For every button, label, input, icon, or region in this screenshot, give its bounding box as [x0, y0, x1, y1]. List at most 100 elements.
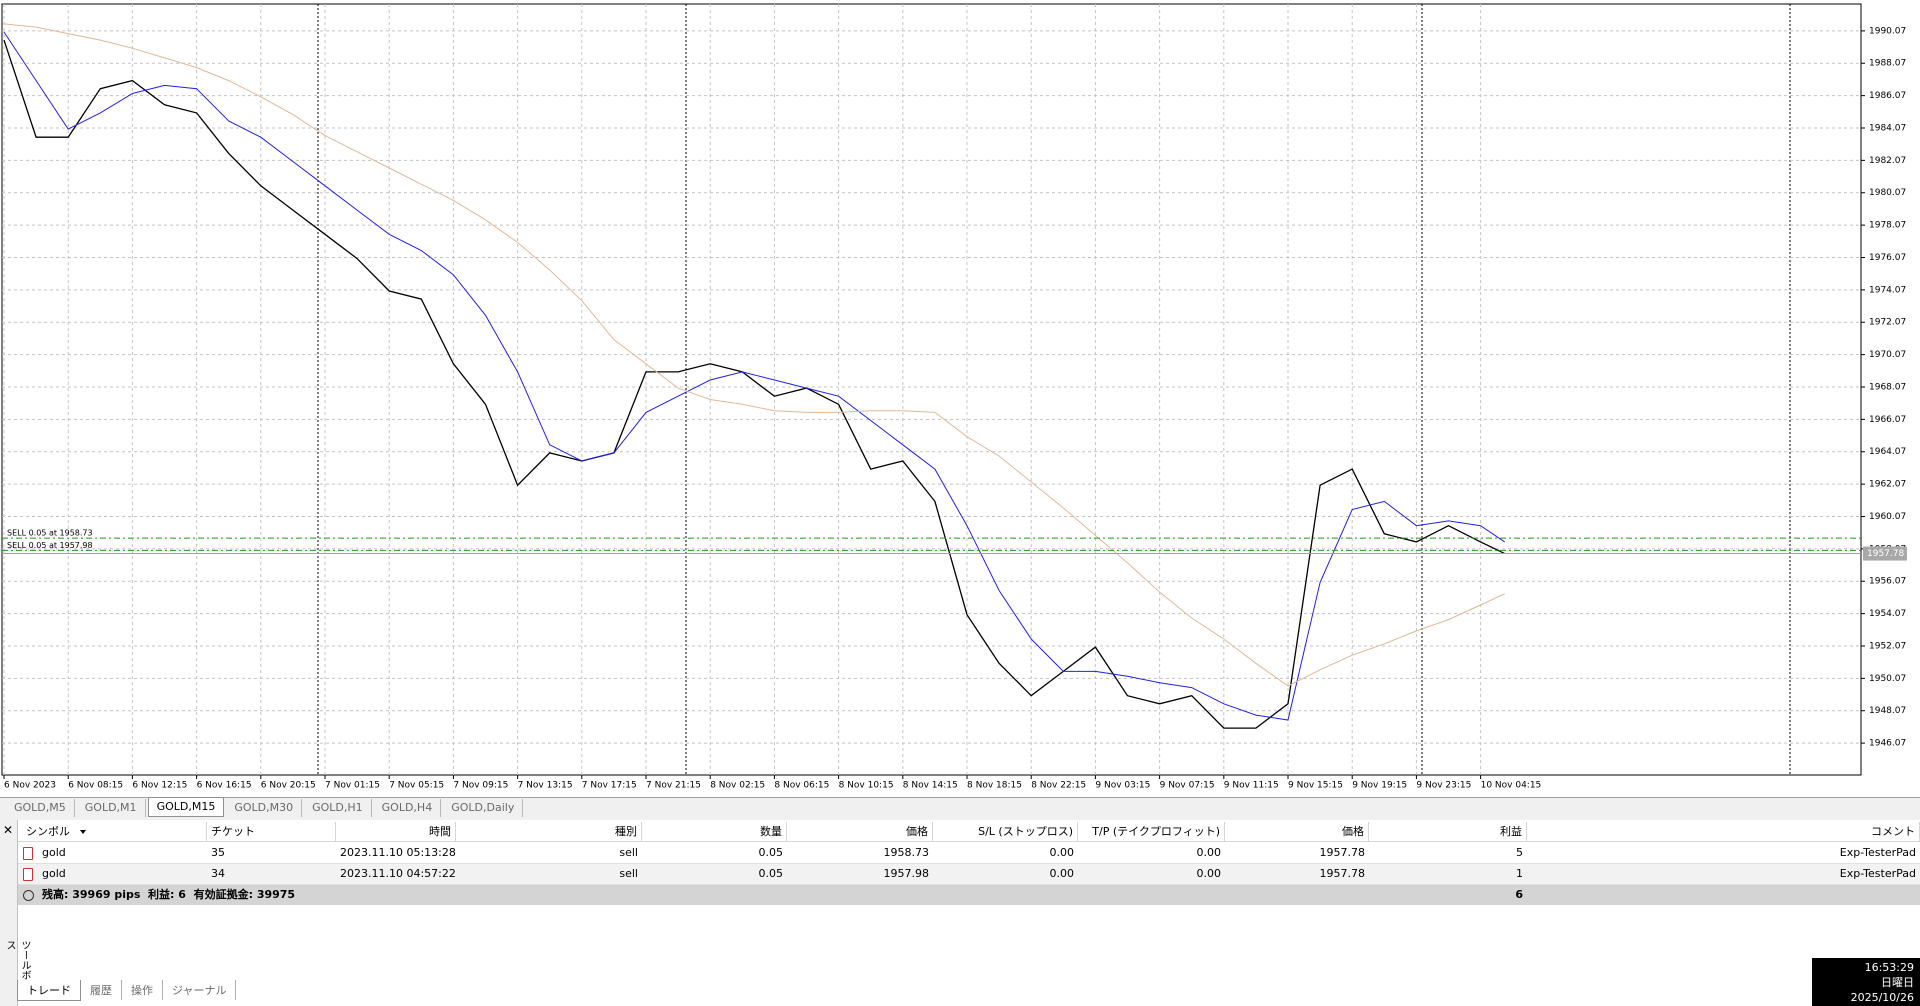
x-tick-label: 7 Nov 17:15: [582, 781, 637, 791]
x-tick-label: 8 Nov 06:15: [774, 781, 829, 791]
y-tick-label: 1968.07: [1869, 382, 1906, 392]
x-tick-label: 8 Nov 10:15: [839, 781, 894, 791]
table-cell: 34: [211, 867, 225, 880]
column-header[interactable]: S/L (ストップロス): [933, 822, 1078, 842]
x-tick-label: 6 Nov 16:15: [197, 781, 252, 791]
x-tick-label: 7 Nov 21:15: [646, 781, 701, 791]
table-cell: 1: [1516, 867, 1523, 880]
column-header[interactable]: 種別: [456, 822, 642, 842]
summary-text: 残高: 39969 pips 利益: 6 有効証拠金: 39975: [42, 888, 296, 901]
x-tick-label: 6 Nov 20:15: [261, 781, 316, 791]
x-tick-label: 9 Nov 15:15: [1288, 781, 1343, 791]
y-tick-label: 1956.07: [1869, 577, 1906, 587]
y-tick-label: 1984.07: [1869, 123, 1906, 133]
x-tick-label: 9 Nov 07:15: [1160, 781, 1215, 791]
table-cell: 2023.11.10 04:57:22: [340, 867, 456, 880]
toolbox-tab[interactable]: 履歴: [81, 980, 122, 1000]
table-cell: gold: [42, 867, 66, 880]
y-tick-label: 1960.07: [1869, 512, 1906, 522]
y-tick-label: 1976.07: [1869, 253, 1906, 263]
clock: 16:53:29 日曜日 2025/10/26: [1812, 958, 1920, 1006]
price-line: [3, 39, 1505, 729]
clock-time: 16:53:29: [1864, 961, 1914, 974]
price-tag-label: 1957.78: [1867, 549, 1904, 559]
plot-frame: [1, 3, 1862, 776]
y-tick-label: 1954.07: [1869, 609, 1906, 619]
table-cell: 1957.98: [883, 867, 930, 880]
x-tick-label: 8 Nov 02:15: [710, 781, 765, 791]
y-tick-label: 1962.07: [1869, 480, 1906, 490]
timeframe-tab[interactable]: GOLD,M1: [77, 799, 146, 817]
chart: 1946.07 1948.07 1950.07 1952.07 1954.07 1956.…: [0, 0, 1920, 797]
toolbox-title: ツールボックス: [4, 940, 30, 1000]
order-icon: [23, 868, 33, 881]
column-header[interactable]: コメント: [1527, 822, 1920, 842]
order-icon: [23, 847, 33, 860]
x-tick-label: 7 Nov 05:15: [389, 781, 444, 791]
table-cell: 0.05: [758, 867, 784, 880]
timeframe-tab[interactable]: GOLD,Daily: [443, 799, 524, 817]
timeframe-tab[interactable]: GOLD,H4: [374, 799, 442, 817]
summary-background: [18, 885, 1920, 905]
toolbox-tab[interactable]: トレード: [17, 980, 81, 1001]
summary-icon: [23, 890, 34, 901]
column-header[interactable]: T/P (テイクプロフィット): [1078, 822, 1225, 842]
close-button[interactable]: ✕: [3, 823, 14, 837]
y-tick-label: 1988.07: [1869, 59, 1906, 69]
x-tick-label: 9 Nov 03:15: [1095, 781, 1150, 791]
x-tick-label: 9 Nov 19:15: [1352, 781, 1407, 791]
table-cell: Exp-TesterPad: [1839, 846, 1916, 859]
column-header[interactable]: 数量: [642, 822, 787, 842]
timeframe-tab[interactable]: GOLD,M5: [6, 799, 75, 817]
table-cell: 0.05: [758, 846, 784, 859]
row-background: [18, 843, 1920, 864]
timeframe-tabs: GOLD,M5 GOLD,M1 GOLD,M15 GOLD,M30 GOLD,H1 GOL…: [0, 797, 1920, 821]
summary-total: 6: [1515, 888, 1523, 901]
x-tick-label: 8 Nov 22:15: [1031, 781, 1086, 791]
table-cell: gold: [42, 846, 66, 859]
toolbox-strip: ✕ ツールボックス: [0, 820, 30, 1006]
column-header[interactable]: 価格: [1225, 822, 1369, 842]
column-header[interactable]: シンボル: [18, 822, 207, 842]
column-header[interactable]: チケット: [207, 822, 336, 842]
toolbox-tab[interactable]: ジャーナル: [163, 980, 237, 1000]
chart-background: [0, 0, 1920, 797]
y-tick-label: 1970.07: [1869, 350, 1906, 360]
table-cell: 1957.78: [1319, 867, 1366, 880]
table-cell: 0.00: [1196, 846, 1222, 859]
toolbox-tab[interactable]: 操作: [122, 980, 163, 1000]
clock-weekday: 日曜日: [1881, 976, 1914, 989]
table-cell: 35: [211, 846, 225, 859]
timeframe-tab[interactable]: GOLD,M30: [226, 799, 303, 817]
timeframe-tab[interactable]: GOLD,M15: [147, 797, 225, 817]
toolbox: ✕ ツールボックス トレード 履歴 操作 ジャーナル シンボル チケット 時間 種別 数量 価格…: [0, 820, 1920, 1006]
table-cell: 5: [1516, 846, 1523, 859]
x-tick-label: 8 Nov 18:15: [967, 781, 1022, 791]
table-cell: 0.00: [1196, 867, 1222, 880]
column-header[interactable]: 利益: [1369, 822, 1527, 842]
column-header[interactable]: 価格: [787, 822, 933, 842]
table-cell: sell: [619, 867, 638, 880]
table-cell: 2023.11.10 05:13:28: [340, 846, 456, 859]
y-tick-label: 1966.07: [1869, 415, 1906, 425]
y-tick-label: 1964.07: [1869, 447, 1906, 457]
clock-date: 2025/10/26: [1850, 991, 1914, 1004]
price-line: [3, 31, 1505, 721]
x-tick-label: 10 Nov 04:15: [1481, 781, 1542, 791]
x-tick-label: 6 Nov 12:15: [132, 781, 187, 791]
y-tick-label: 1986.07: [1869, 91, 1906, 101]
x-tick-label: 9 Nov 23:15: [1416, 781, 1471, 791]
table-cell: 0.00: [1049, 867, 1075, 880]
table-cell: 1958.73: [883, 846, 930, 859]
x-tick-label: 9 Nov 11:15: [1224, 781, 1279, 791]
y-tick-label: 1990.07: [1869, 26, 1906, 36]
table-cell: 1957.78: [1319, 846, 1366, 859]
y-tick-label: 1982.07: [1869, 156, 1906, 166]
timeframe-tab[interactable]: GOLD,H1: [304, 799, 372, 817]
y-tick-label: 1974.07: [1869, 285, 1906, 295]
table-cell: sell: [619, 846, 638, 859]
column-header[interactable]: 時間: [336, 822, 456, 842]
x-tick-label: 7 Nov 13:15: [518, 781, 573, 791]
table-cell: Exp-TesterPad: [1839, 867, 1916, 880]
